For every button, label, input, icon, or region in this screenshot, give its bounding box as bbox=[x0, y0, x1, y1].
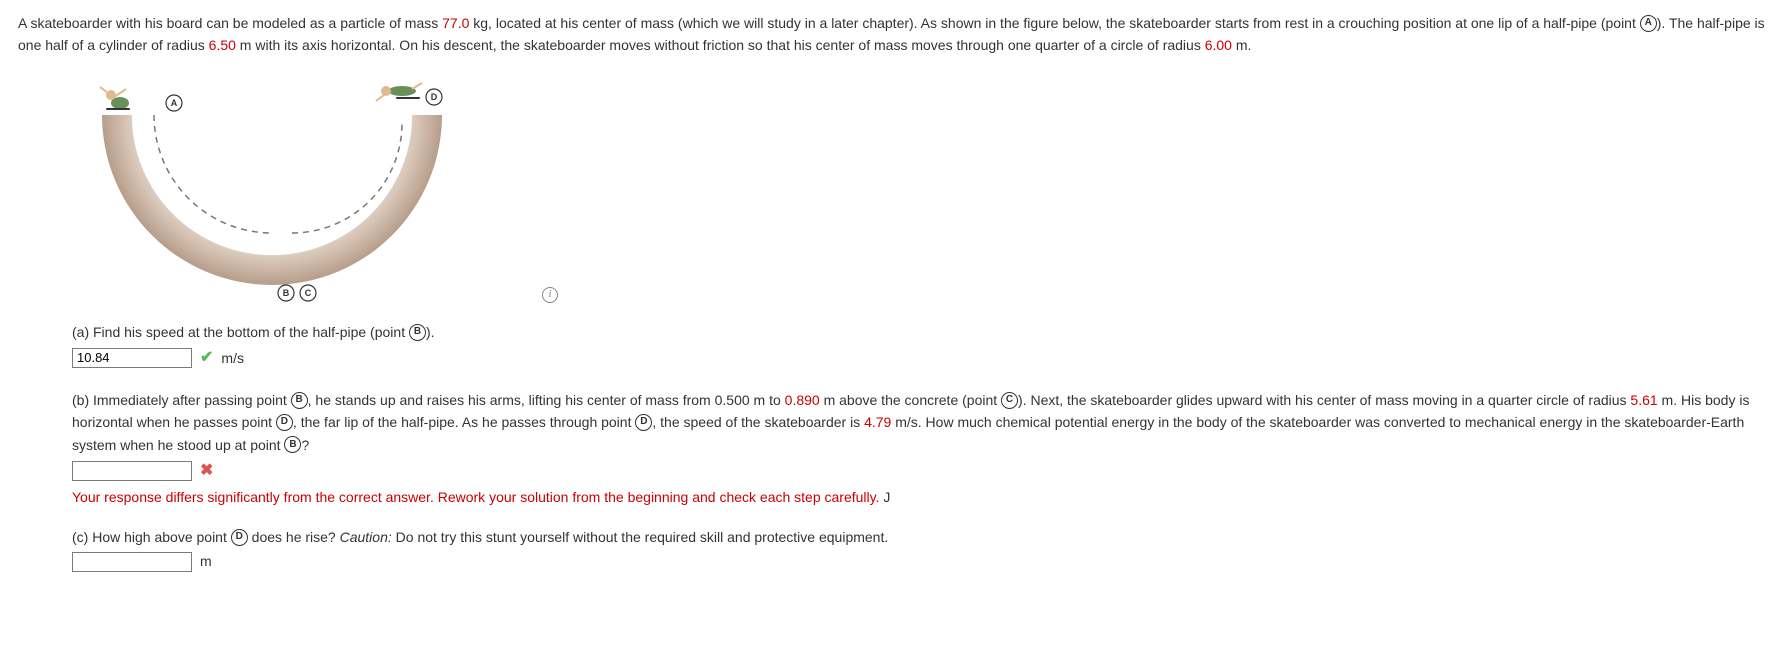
part-c: (c) How high above point D does he rise?… bbox=[72, 526, 1769, 573]
feedback-text: Your response differs significantly from… bbox=[72, 489, 880, 505]
pc-text: (c) How high above point bbox=[72, 529, 231, 545]
pb-text: m above the concrete (point bbox=[820, 392, 1001, 408]
mass-value: 77.0 bbox=[442, 15, 469, 31]
part-a-answer-input[interactable] bbox=[72, 348, 192, 368]
part-b-answer-input[interactable] bbox=[72, 461, 192, 481]
pb-text: ). Next, the skateboarder glides upward … bbox=[1018, 392, 1630, 408]
point-d-badge: D bbox=[276, 414, 293, 431]
fig-label-b: B bbox=[283, 288, 290, 298]
part-a-text: (a) Find his speed at the bottom of the … bbox=[72, 324, 409, 340]
point-d-badge: D bbox=[231, 529, 248, 546]
problem-intro: A skateboarder with his board can be mod… bbox=[18, 12, 1769, 57]
pb-val: 5.61 bbox=[1630, 392, 1657, 408]
part-a-prompt: (a) Find his speed at the bottom of the … bbox=[72, 321, 1769, 343]
intro-text: m with its axis horizontal. On his desce… bbox=[236, 37, 1205, 53]
part-b: (b) Immediately after passing point B, h… bbox=[72, 389, 1769, 508]
part-b-prompt: (b) Immediately after passing point B, h… bbox=[72, 389, 1769, 456]
caution-text: Do not try this stunt yourself without t… bbox=[392, 529, 888, 545]
part-c-answer-input[interactable] bbox=[72, 552, 192, 572]
halfpipe-svg: A D B C bbox=[72, 67, 472, 303]
point-a-badge: A bbox=[1640, 15, 1657, 32]
point-d-badge: D bbox=[635, 414, 652, 431]
pb-text: , the speed of the skateboarder is bbox=[652, 414, 864, 430]
point-c-badge: C bbox=[1001, 392, 1018, 409]
caution-label: Caution: bbox=[340, 529, 392, 545]
fig-label-a: A bbox=[171, 98, 178, 108]
info-icon[interactable]: i bbox=[542, 287, 558, 303]
radius2-value: 6.00 bbox=[1205, 37, 1232, 53]
part-c-prompt: (c) How high above point D does he rise?… bbox=[72, 526, 1769, 548]
part-a: (a) Find his speed at the bottom of the … bbox=[72, 321, 1769, 371]
radius1-value: 6.50 bbox=[209, 37, 236, 53]
pc-text: does he rise? bbox=[248, 529, 340, 545]
intro-text: m. bbox=[1232, 37, 1251, 53]
part-b-feedback: Your response differs significantly from… bbox=[72, 486, 1769, 508]
pb-text: , the far lip of the half-pipe. As he pa… bbox=[293, 414, 635, 430]
cross-icon: ✖ bbox=[200, 458, 213, 484]
pb-text: ? bbox=[301, 437, 309, 453]
part-c-unit: m bbox=[200, 550, 212, 572]
point-b-badge: B bbox=[284, 436, 301, 453]
point-b-badge: B bbox=[409, 324, 426, 341]
pb-val: 0.890 bbox=[785, 392, 820, 408]
fig-label-c: C bbox=[305, 288, 312, 298]
point-b-badge: B bbox=[291, 392, 308, 409]
pb-text: (b) Immediately after passing point bbox=[72, 392, 291, 408]
fig-label-d: D bbox=[431, 92, 438, 102]
pb-text: , he stands up and raises his arms, lift… bbox=[308, 392, 785, 408]
intro-text: kg, located at his center of mass (which… bbox=[469, 15, 1639, 31]
part-b-unit: J bbox=[883, 489, 890, 505]
part-a-text: ). bbox=[426, 324, 435, 340]
intro-text: A skateboarder with his board can be mod… bbox=[18, 15, 442, 31]
halfpipe-figure: A D B C i bbox=[72, 67, 512, 303]
check-icon: ✔ bbox=[200, 345, 213, 371]
pb-val: 4.79 bbox=[864, 414, 891, 430]
part-a-unit: m/s bbox=[221, 347, 244, 369]
